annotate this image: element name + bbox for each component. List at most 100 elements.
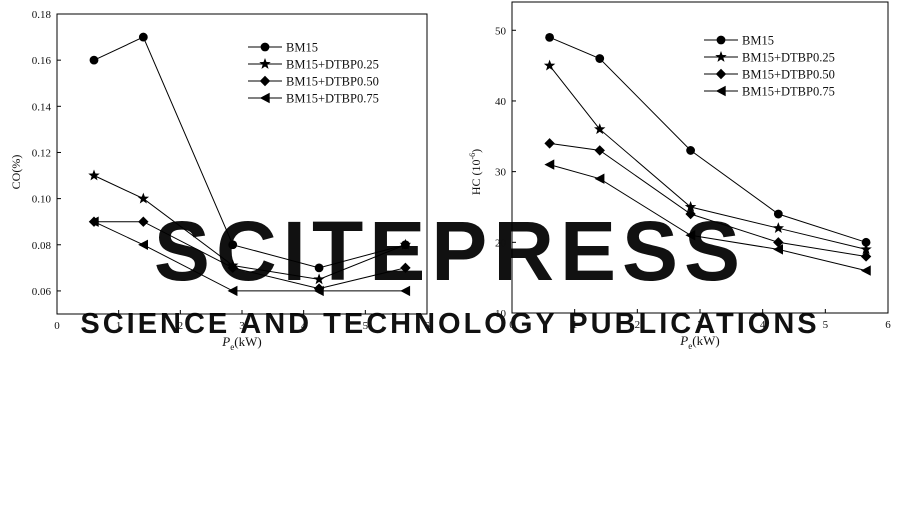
y-tick-label: 30 <box>495 167 507 179</box>
legend-marker <box>716 35 726 45</box>
data-point <box>88 169 100 181</box>
legend-label: BM15+DTBP0.50 <box>286 75 379 89</box>
data-point <box>313 285 324 297</box>
y-axis: 10 20 30 40 50 <box>495 25 516 320</box>
x-axis-label: Pe(kW) <box>679 333 719 351</box>
data-point <box>594 145 605 156</box>
data-point <box>684 200 697 212</box>
y-tick-label: 50 <box>495 25 507 37</box>
legend-label: BM15+DTBP0.25 <box>742 51 835 65</box>
y-tick-label: 0.16 <box>32 55 52 67</box>
legend-marker <box>259 75 271 87</box>
legend-label: BM15+DTBP0.75 <box>742 85 835 99</box>
x-tick-label: 5 <box>363 320 369 332</box>
data-point <box>772 222 785 234</box>
x-axis-label: Pe(kW) <box>221 334 261 352</box>
series-4 <box>544 159 871 276</box>
legend-entry: BM15+DTBP0.50 <box>248 75 379 89</box>
data-point <box>400 262 411 274</box>
data-point <box>594 123 606 135</box>
legend-entry: BM15 <box>248 41 318 55</box>
x-tick-label: 3 <box>239 320 245 332</box>
x-tick-label: 1 <box>572 319 578 331</box>
y-tick-label: 10 <box>495 308 507 320</box>
legend-label: BM15+DTBP0.50 <box>742 68 835 82</box>
x-tick-label: 5 <box>823 319 829 331</box>
series-3 <box>544 138 872 262</box>
data-point <box>861 237 871 247</box>
data-point <box>89 55 99 65</box>
series-1 <box>89 32 410 273</box>
x-tick-label: 1 <box>116 320 122 332</box>
y-tick-label: 0.14 <box>32 101 52 113</box>
data-point <box>860 251 872 262</box>
legend-entry: BM15+DTBP0.75 <box>248 92 379 106</box>
x-axis-label-main: P <box>679 333 688 348</box>
legend-entry: BM15+DTBP0.25 <box>248 58 379 72</box>
data-point <box>399 238 412 250</box>
legend-entry: BM15 <box>704 34 774 48</box>
x-tick-label: 6 <box>424 320 430 332</box>
legend-entry: BM15+DTBP0.25 <box>704 51 835 65</box>
data-point <box>138 216 149 227</box>
y-tick-label: 40 <box>495 96 507 108</box>
data-point <box>860 243 872 255</box>
data-point <box>595 54 605 63</box>
legend: BM15 BM15+DTBP0.25 BM15+DTBP0.50 BM15+DTBP0… <box>704 34 835 99</box>
x-tick-label: 0 <box>509 319 515 331</box>
legend-label: BM15+DTBP0.75 <box>286 92 379 106</box>
watermark: SCITEPRESS SCIENCE AND TECHNOLOGY PUBLIC… <box>80 204 816 340</box>
data-point <box>544 159 555 170</box>
legend-label: BM15 <box>286 41 318 55</box>
series-2 <box>543 59 872 255</box>
x-tick-label: 4 <box>760 319 766 331</box>
data-point <box>685 208 696 220</box>
data-point <box>313 273 325 285</box>
y-tick-label: 0.06 <box>32 286 52 298</box>
legend: BM15 BM15+DTBP0.25 BM15+DTBP0.50 BM15+DTBP0… <box>248 41 379 106</box>
x-axis: 0 1 2 3 4 5 6 <box>54 310 430 332</box>
data-point <box>860 265 871 276</box>
x-axis-label-unit: (kW) <box>692 333 719 348</box>
legend-marker <box>259 58 271 69</box>
y-axis-label: CO(%) <box>9 155 23 190</box>
x-tick-label: 6 <box>885 319 891 331</box>
series-4 <box>88 216 411 297</box>
legend-entry: BM15+DTBP0.75 <box>704 85 835 99</box>
y-axis-label-sup: -6 <box>468 153 477 160</box>
y-tick-label: 20 <box>495 237 507 249</box>
y-axis: 0.06 0.08 0.10 0.12 0.14 0.16 0.18 <box>32 9 61 298</box>
data-point <box>137 192 150 204</box>
data-point <box>138 32 148 42</box>
data-point <box>314 263 324 273</box>
data-point <box>545 32 554 42</box>
data-point <box>773 244 784 255</box>
watermark-main: SCITEPRESS <box>154 204 746 298</box>
data-point <box>543 59 556 71</box>
data-point <box>594 173 605 184</box>
x-axis: 0 1 2 3 4 5 6 <box>509 309 891 331</box>
y-axis-label: HC (10-6) <box>468 149 483 195</box>
co-chart: 0 1 2 3 4 5 6 0.06 0.08 0.10 0.12 0.14 0.16 0.18 CO(%)… <box>9 9 430 352</box>
series-1 <box>545 32 871 247</box>
legend-label: BM15 <box>742 34 774 48</box>
y-tick-label: 0.18 <box>32 9 52 21</box>
x-axis-label-unit: (kW) <box>234 334 261 349</box>
y-tick-label: 0.12 <box>32 147 51 159</box>
x-tick-label: 2 <box>635 319 641 331</box>
x-axis-label-main: P <box>221 334 230 349</box>
x-axis-label-sub: e <box>688 341 692 351</box>
legend-marker <box>715 85 726 97</box>
legend-marker <box>715 51 727 62</box>
legend-label: BM15+DTBP0.25 <box>286 58 379 72</box>
x-tick-label: 0 <box>54 320 60 332</box>
x-tick-label: 3 <box>697 319 703 331</box>
x-tick-label: 4 <box>301 320 307 332</box>
x-axis-label-sub: e <box>230 342 234 352</box>
data-point <box>544 138 555 149</box>
x-tick-label: 2 <box>178 320 184 332</box>
data-point <box>685 230 696 241</box>
